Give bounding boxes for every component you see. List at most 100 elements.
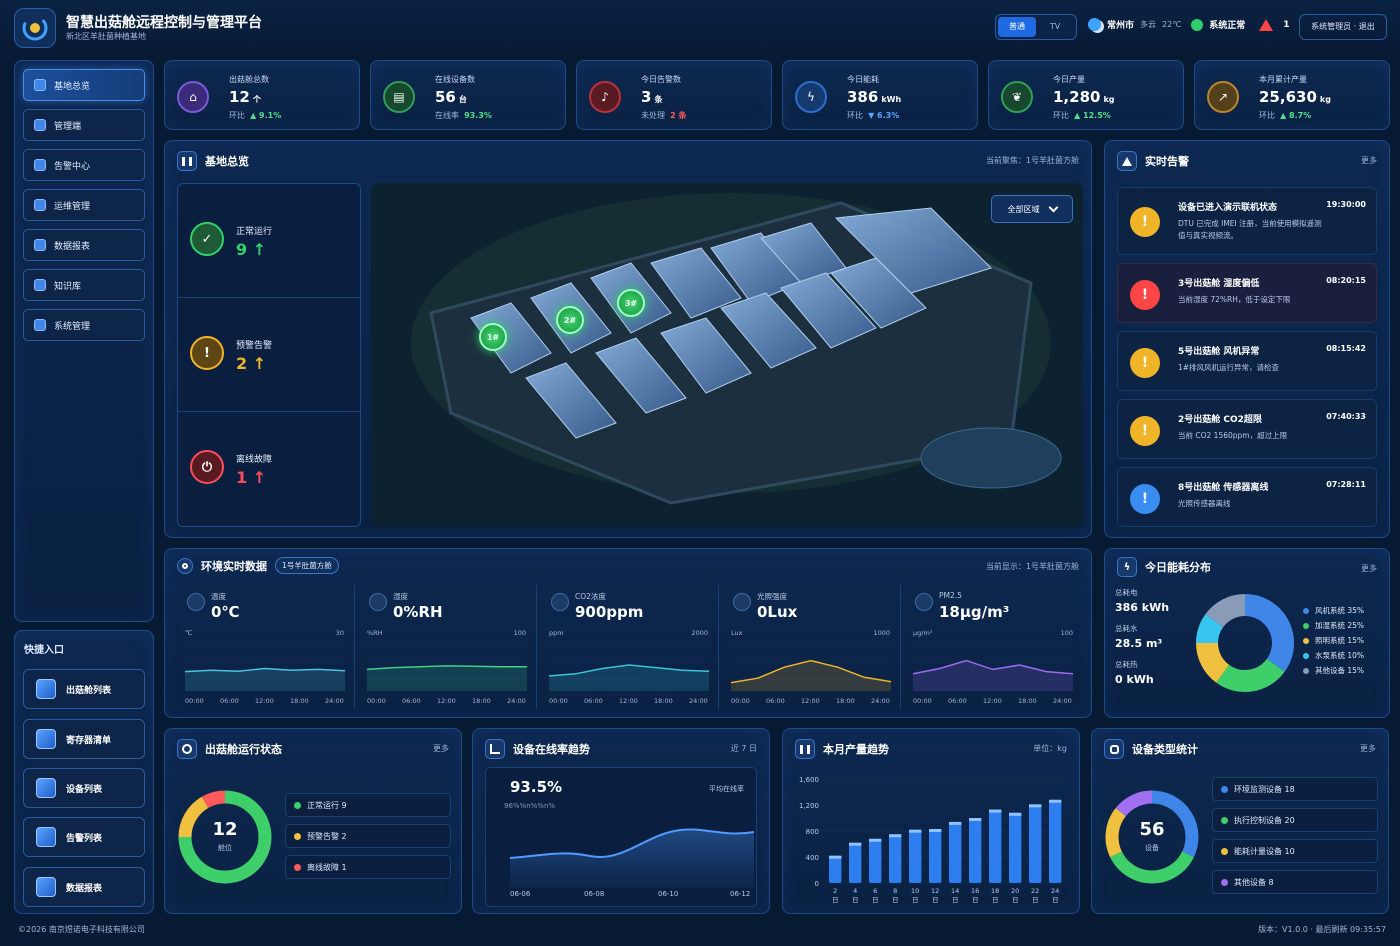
sidebar-item-reports[interactable]: 数据报表 — [23, 229, 145, 261]
warning-icon — [36, 827, 56, 847]
online-area — [510, 829, 754, 888]
status-warning[interactable]: ! 预警告警 2 ↑ — [178, 298, 362, 412]
run-legend-item[interactable]: 预警告警 2 — [285, 824, 451, 848]
env-time-label: 06:00 — [766, 697, 785, 705]
device-type-more-link[interactable]: 更多 — [1360, 744, 1376, 753]
env-line — [367, 665, 527, 671]
lightning-icon: ϟ — [1117, 557, 1137, 577]
device-legend-item[interactable]: 环境监测设备 18 — [1212, 777, 1378, 801]
sidebar-item-alerts[interactable]: 告警中心 — [23, 149, 145, 181]
quick-item-chambers[interactable]: 出菇舱列表 — [23, 669, 145, 709]
quick-item-registers[interactable]: 寄存器清单 — [23, 719, 145, 759]
quick-entry-panel: 快捷入口 出菇舱列表 寄存器清单 设备列表 告警列表 数据报表 — [14, 630, 154, 914]
sidebar-item-overview[interactable]: 基地总览 — [23, 69, 145, 101]
alert-count[interactable]: 1 — [1283, 19, 1290, 30]
sidebar-item-knowledge[interactable]: 知识库 — [23, 269, 145, 301]
env-time-label: 00:00 — [549, 697, 568, 705]
version-info: 版本：V1.0.0 · 最后刷新 09:35:57 — [1258, 925, 1386, 934]
book-icon — [34, 279, 46, 291]
stat-card-yield-month[interactable]: ↗ 本月累计产量 25,630 kg 环比 ▲ 8.7% — [1194, 60, 1390, 130]
stat-card-chambers[interactable]: ⌂ 出菇舱总数 12 个 环比 ▲ 9.1% — [164, 60, 360, 130]
run-status-more-link[interactable]: 更多 — [433, 744, 449, 753]
status-bar: 常州市 多云 22℃ 系统正常 1 — [1088, 18, 1289, 31]
device-legend-item[interactable]: 其他设备 8 — [1212, 870, 1378, 894]
env-cell-1[interactable]: 湿度 0%RH %RH 100 00:00 06:00 12:00 18:00 24:00 — [357, 585, 537, 709]
legend-label: 照明系统 15% — [1315, 636, 1365, 645]
quick-item-alerts[interactable]: 告警列表 — [23, 817, 145, 857]
production-bar-cap — [889, 834, 902, 838]
panel-title: ϟ 今日能耗分布 — [1117, 557, 1211, 577]
chamber-marker-1[interactable]: 1# — [479, 323, 507, 351]
alarms-more-link[interactable]: 更多 — [1361, 156, 1377, 165]
x-tick-label: 12 日 — [931, 887, 939, 904]
env-axis-unit: μg/m³ — [913, 629, 933, 637]
base-aerial-view[interactable]: 1# 2# 3# 全部区域 — [371, 183, 1083, 527]
env-cell-3[interactable]: 光照强度 0Lux Lux 1000 00:00 06:00 12:00 18:00 24:00 — [721, 585, 901, 709]
sidebar-item-system[interactable]: 系统管理 — [23, 309, 145, 341]
run-legend-item[interactable]: 离线故障 1 — [285, 855, 451, 879]
user-logout-button[interactable]: 系统管理员 · 退出 — [1299, 14, 1387, 40]
legend-label: 正常运行 9 — [307, 800, 347, 810]
alarm-item[interactable]: ! 5号出菇舱 风机异常 08:15:42 1#排风风机运行异常，请检查 — [1117, 331, 1377, 391]
line-chart-icon — [485, 739, 505, 759]
display-mode-switch[interactable]: 普通 TV — [995, 14, 1077, 40]
env-time-label: 00:00 — [185, 697, 204, 705]
quick-item-label: 告警列表 — [66, 833, 103, 844]
stat-card-online-devices[interactable]: ▤ 在线设备数 56 台 在线率 93.3% — [370, 60, 566, 130]
status-offline[interactable]: ⏻ 离线故障 1 ↑ — [178, 412, 362, 526]
legend-dot — [294, 832, 301, 840]
chamber-tag[interactable]: 1号羊肚菌方舱 — [275, 557, 339, 574]
env-time-label: 12:00 — [983, 697, 1002, 705]
online-chart-box: 93.5% 平均在线率 96%%n%%n% 06-06 06-08 06-10 … — [485, 767, 757, 907]
env-cell-2[interactable]: CO2浓度 900ppm ppm 2000 00:00 06:00 12:00 18:00 24… — [539, 585, 719, 709]
power-icon: ⏻ — [190, 450, 224, 484]
y-tick-label: 800 — [806, 828, 819, 836]
env-cell-4[interactable]: PM2.5 18μg/m³ μg/m³ 100 00:00 06:00 12:00 18:00… — [903, 585, 1083, 709]
sidebar-item-admin[interactable]: 管理端 — [23, 109, 145, 141]
alarm-item[interactable]: ! 8号出菇舱 传感器离线 07:28:11 光照传感器离线 — [1117, 467, 1377, 527]
alarm-item[interactable]: ! 2号出菇舱 CO2超限 07:40:33 当前 CO2 1560ppm，超过… — [1117, 399, 1377, 459]
base-overview-panel: 基地总览 当前聚焦：1号羊肚菌方舱 ✓ 正常运行 9 ↑ ! 预警告警 2 ↑ … — [164, 140, 1092, 538]
alert-icon — [34, 159, 46, 171]
alarm-item[interactable]: ! 3号出菇舱 湿度偏低 08:20:15 当前湿度 72%RH，低于设定下限 — [1117, 263, 1377, 323]
mode-normal-button[interactable]: 普通 — [998, 17, 1036, 37]
mode-tv-button[interactable]: TV — [1049, 22, 1061, 31]
env-time-label: 06:00 — [220, 697, 239, 705]
production-bar — [1029, 804, 1042, 883]
legend-label: 加湿系统 25% — [1315, 621, 1365, 630]
energy-more-link[interactable]: 更多 — [1361, 564, 1377, 573]
run-legend-item[interactable]: 正常运行 9 — [285, 793, 451, 817]
env-time-label: 06:00 — [948, 697, 967, 705]
chamber-marker-2[interactable]: 2# — [556, 306, 584, 334]
columns-icon — [177, 151, 197, 171]
quick-item-reports[interactable]: 数据报表 — [23, 867, 145, 907]
energy-legend-item: 风机系统 35% — [1303, 605, 1364, 616]
panel-title: 出菇舱运行状态 — [177, 739, 282, 759]
env-cell-0[interactable]: 温度 0℃ ℃ 30 00:00 06:00 12:00 18:00 24:00 — [175, 585, 355, 709]
pm-icon — [915, 593, 933, 611]
device-legend-item[interactable]: 能耗计量设备 10 — [1212, 839, 1378, 863]
energy-legend-item: 其他设备 15% — [1303, 665, 1364, 676]
chamber-marker-3[interactable]: 3# — [617, 289, 645, 317]
monitor-icon — [36, 679, 56, 699]
stat-card-energy[interactable]: ϟ 今日能耗 386 kWh 环比 ▼ 6.3% — [782, 60, 978, 130]
zone-select[interactable]: 全部区域 — [991, 195, 1073, 223]
alert-triangle-icon[interactable] — [1259, 18, 1274, 31]
status-normal[interactable]: ✓ 正常运行 9 ↑ — [178, 184, 362, 298]
device-total-unit: 设备 — [1145, 844, 1159, 852]
device-icon — [36, 778, 56, 798]
alarm-item[interactable]: ! 设备已进入演示联机状态 19:30:00 DTU 已完成 IMEI 注册，当… — [1117, 187, 1377, 255]
sidebar-item-maintenance[interactable]: 运维管理 — [23, 189, 145, 221]
maintenance-icon — [34, 199, 46, 211]
env-metric-value: 900ppm — [575, 603, 644, 621]
sidebar-item-label: 运维管理 — [54, 201, 91, 212]
online-range-label: 近 7 日 — [730, 744, 757, 753]
production-bar-cap — [949, 821, 962, 825]
quick-item-devices[interactable]: 设备列表 — [23, 768, 145, 808]
env-metric-name: 湿度 — [393, 592, 408, 601]
stat-card-yield-today[interactable]: ❦ 今日产量 1,280 kg 环比 ▲ 12.5% — [988, 60, 1184, 130]
device-legend-item[interactable]: 执行控制设备 20 — [1212, 808, 1378, 832]
